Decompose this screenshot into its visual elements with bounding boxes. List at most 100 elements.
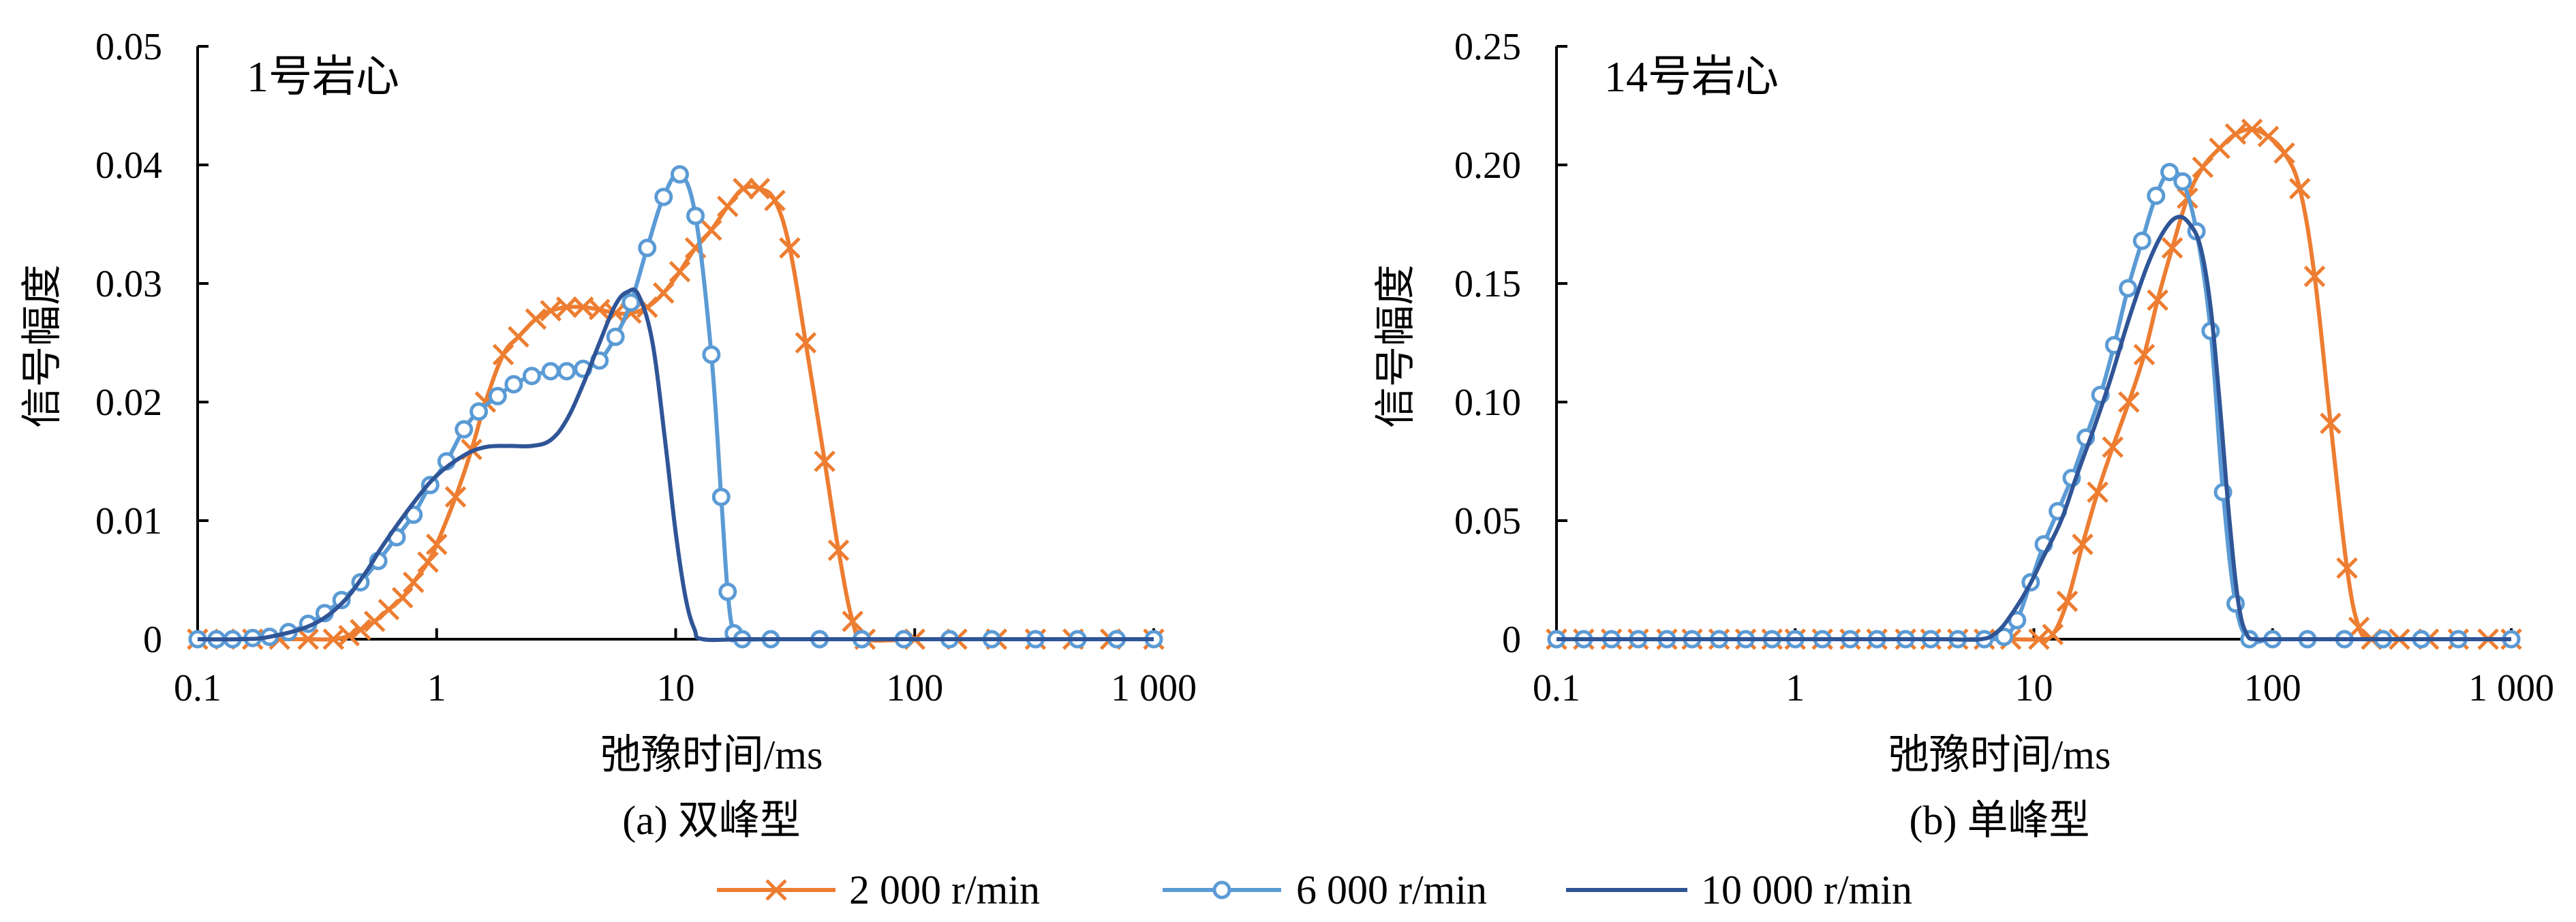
x-axis-label-b: 弛豫时间/ms [1888,733,2111,778]
chart-panel-a: 0 0.01 0.02 0.03 0.04 0.05 0.1 1 10 100 1 000 1号岩心… [20,26,1197,843]
legend-label-10000: 10 000 r/min [1701,867,1912,912]
data-point-x-marker-stroke-2 [2273,142,2295,164]
data-point-x-marker-stroke-2 [2147,289,2168,311]
data-point-x-marker [425,534,448,555]
data-point-x-marker [2320,412,2342,435]
data-point-circle-marker [332,591,351,610]
data-point-x-marker [814,450,835,472]
data-point-x-marker-stroke-2 [417,551,439,573]
x-tick-label-a: 10 [657,667,695,709]
legend: 2 000 r/min 6 000 r/min 10 000 r/min [717,867,1912,912]
axes-a: 0 0.01 0.02 0.03 0.04 0.05 0.1 1 10 100 1 000 [95,26,1197,709]
data-point-x-marker [338,625,360,647]
y-tick-label-a: 0.04 [95,144,162,187]
y-tick-label-b: 0.20 [1454,144,1521,187]
x-tick-label-a: 0.1 [174,667,221,709]
legend-circle-marker [1212,880,1231,900]
data-point-x-marker [669,260,691,283]
data-point-x-marker [555,296,578,318]
data-point-circle-marker [470,402,489,421]
x-tick-label-b: 1 [1785,667,1805,709]
x-tick-label-a: 1 000 [1111,667,1197,709]
data-point-x-marker [2303,265,2326,288]
series-s6000-a-markers [188,165,1163,649]
data-point-x-marker [2147,289,2168,311]
data-point-x-marker-stroke-2 [717,196,739,217]
data-point-x-marker [2028,628,2050,650]
x-tick-label-b: 0.1 [1533,667,1580,709]
x-tick-label-a: 1 [427,667,446,709]
data-point-x-marker [322,628,345,650]
data-point-x-marker-stroke-2 [297,628,319,650]
data-point-x-marker [540,300,562,322]
data-point-x-marker-stroke-2 [2192,156,2214,179]
data-point-x-marker-stroke-2 [2042,624,2064,645]
data-point-x-marker [297,628,319,650]
data-point-x-marker [350,619,371,641]
data-point-x-marker [717,196,739,217]
data-point-x-marker-stroke-2 [2161,237,2183,259]
data-point-circle-marker [638,239,657,258]
series-s10000-a-line [197,287,1154,643]
data-point-circle-marker [2173,172,2192,191]
data-point-x-marker [2072,534,2094,555]
data-point-x-marker-stroke-2 [2072,534,2094,555]
data-point-circle-marker [686,206,705,226]
data-point-circle-marker [702,345,721,364]
data-point-circle-marker [1995,628,2014,647]
data-point-circle-marker [504,375,523,394]
data-point-x-marker [2133,343,2156,366]
data-point-x-marker-stroke-2 [588,298,611,321]
data-point-x-marker-stroke-2 [748,178,771,200]
data-point-x-marker [748,178,771,200]
x-tick-label-b: 100 [2244,667,2301,709]
data-point-x-marker [652,282,675,304]
data-point-x-marker-stroke-2 [2118,391,2140,413]
series-layer-a [187,165,1165,650]
data-point-x-marker [842,611,863,632]
y-tick-label-a: 0.03 [95,263,162,305]
data-point-x-marker [2336,557,2358,579]
series-s2000-b-line [1557,127,2511,643]
data-point-circle-marker [711,487,731,506]
data-point-x-marker [2257,125,2280,148]
x-axis-label-a: 弛豫时间/ms [600,733,823,778]
data-point-x-marker-stroke-2 [2288,178,2311,200]
chart-panel-b: 0 0.05 0.10 0.15 0.20 0.25 0.1 1 10 100 1 000 14号岩… [1373,26,2554,843]
data-point-x-marker-stroke-2 [795,332,817,354]
series-s6000-b-line [1557,168,2511,645]
data-point-circle-marker [718,582,737,601]
y-tick-label-b: 0.10 [1454,382,1521,424]
data-point-x-marker [417,551,439,573]
legend-x-marker-stroke-2 [765,879,787,901]
data-point-circle-marker [2160,162,2179,181]
data-point-x-marker-stroke-2 [684,237,707,259]
data-point-x-marker [508,326,530,348]
data-point-circle-marker [670,165,689,184]
y-tick-label-b: 0.05 [1454,500,1521,542]
data-point-circle-marker [557,362,577,381]
legend-marker-2000 [765,879,787,901]
panel-annotation-a: 1号岩心 [247,52,399,101]
series-s2000-a-markers [187,178,1165,650]
data-point-x-marker [588,298,611,321]
data-point-x-marker-stroke-2 [322,628,345,650]
data-point-x-marker-stroke-2 [2241,119,2263,140]
data-point-x-marker-stroke-2 [555,296,578,318]
data-point-circle-marker [606,327,625,346]
data-point-circle-marker [2119,279,2138,298]
data-point-x-marker [2224,123,2247,145]
x-tick-label-a: 100 [886,667,943,709]
y-tick-label-b: 0.15 [1454,263,1521,305]
data-point-x-marker [2056,590,2079,613]
data-point-x-marker-stroke-2 [350,619,371,641]
data-point-x-marker [701,219,722,241]
data-point-x-marker [795,332,817,354]
legend-item-10000: 10 000 r/min [1566,867,1912,912]
data-point-circle-marker [2132,231,2151,250]
data-point-x-marker [2241,119,2263,140]
data-point-x-marker-stroke-2 [2102,436,2123,458]
data-point-x-marker-stroke-2 [2348,616,2370,639]
data-point-x-marker [2102,436,2123,458]
